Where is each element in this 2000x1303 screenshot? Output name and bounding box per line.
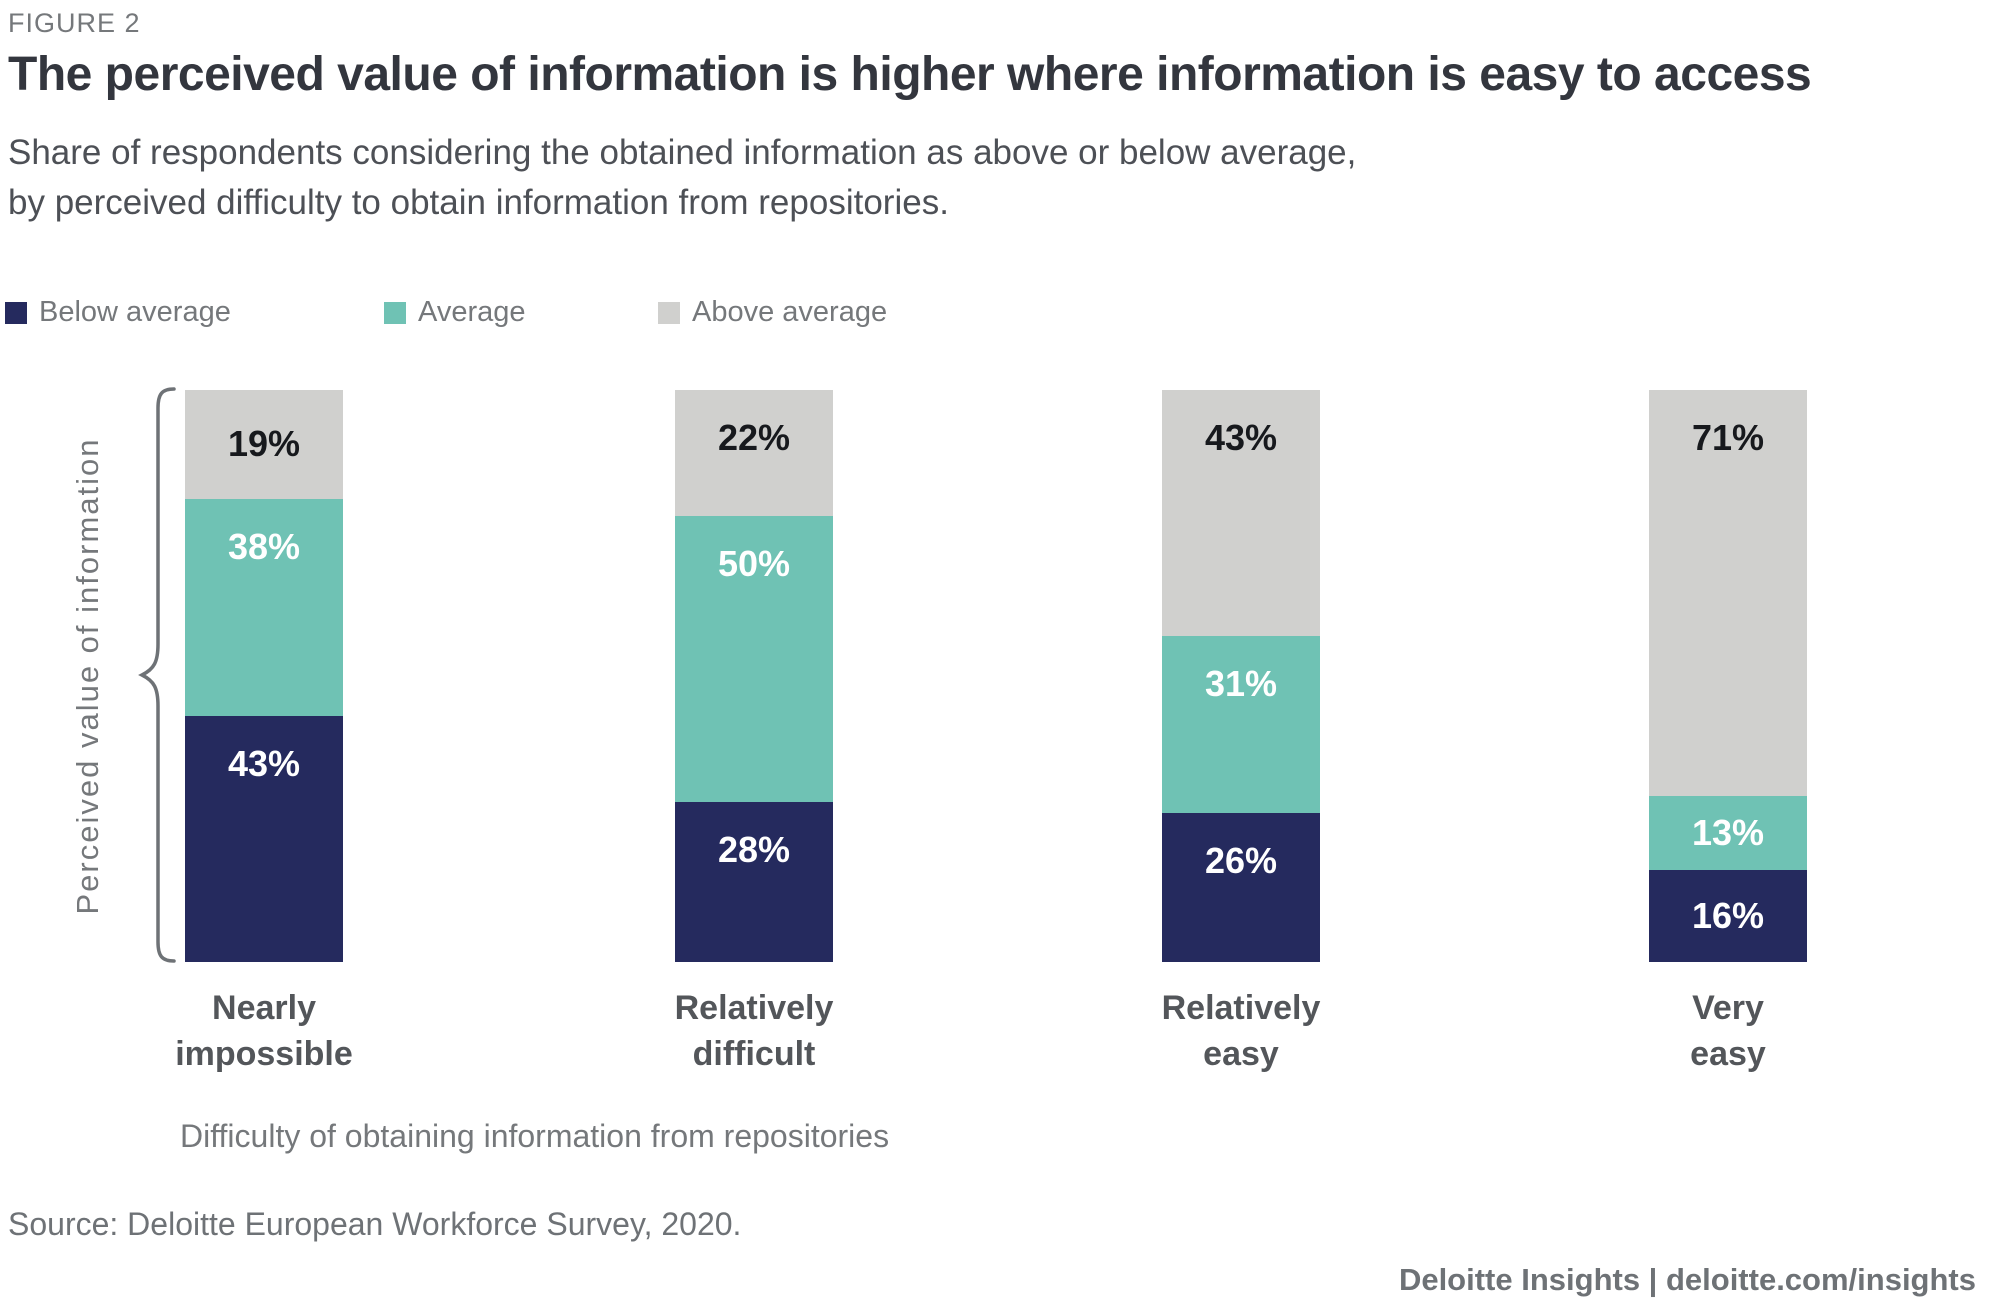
- deloitte-insights-credit: Deloitte Insights | deloitte.com/insight…: [1398, 1262, 1976, 1297]
- category-label-line: easy: [1690, 1035, 1766, 1073]
- segment-value-label: 43%: [227, 743, 301, 785]
- segment-value-label: 43%: [1204, 417, 1278, 458]
- chart-subtitle: Share of respondents considering the obt…: [8, 128, 1968, 228]
- segment-value-label: 31%: [1204, 662, 1278, 704]
- legend-item-average: Average: [384, 296, 526, 329]
- y-axis-label: Perceived value of information: [70, 437, 105, 915]
- x-axis-label: Difficulty of obtaining information from…: [180, 1118, 890, 1154]
- legend-label: Below average: [39, 296, 231, 328]
- bar-segment: 26%: [1162, 813, 1320, 962]
- bar-segment: 19%: [185, 390, 343, 499]
- category-label: Relatively easy: [1091, 985, 1391, 1077]
- bar-segment: 43%: [185, 716, 343, 962]
- category-label: Very easy: [1578, 985, 1878, 1077]
- legend-label: Average: [418, 296, 526, 328]
- chart-subtitle-line-1: Share of respondents considering the obt…: [8, 133, 1357, 172]
- legend-swatch-icon: [5, 301, 27, 324]
- bar-segment: 50%: [675, 515, 833, 802]
- segment-value-label: 38%: [227, 525, 301, 567]
- category-label-line: Nearly: [212, 989, 316, 1027]
- source-note: Source: Deloitte European Workforce Surv…: [8, 1206, 742, 1242]
- bar-segment: 31%: [1162, 635, 1320, 814]
- curly-brace: [138, 387, 176, 963]
- figure-label: FIGURE 2: [8, 8, 141, 38]
- bar-segment: 16%: [1649, 870, 1807, 962]
- legend-swatch-icon: [384, 301, 406, 324]
- category-label: Nearly impossible: [114, 985, 414, 1077]
- bar-segment: 43%: [1162, 390, 1320, 636]
- category-label-line: Relatively: [1161, 989, 1321, 1027]
- segment-value-label: 19%: [227, 423, 301, 465]
- legend-item-above-average: Above average: [658, 296, 887, 329]
- segment-value-label: 26%: [1204, 840, 1278, 882]
- category-label-line: Relatively: [674, 989, 834, 1027]
- segment-value-label: 13%: [1691, 812, 1765, 854]
- legend-label: Above average: [692, 296, 888, 328]
- bar-segment: 22%: [675, 390, 833, 516]
- category-label-line: easy: [1203, 1035, 1279, 1073]
- bar-segment: 13%: [1649, 796, 1807, 871]
- chart-title: The perceived value of information is hi…: [8, 48, 1812, 101]
- bar-segment: 38%: [185, 498, 343, 717]
- category-label: Relatively difficult: [604, 985, 904, 1077]
- segment-value-label: 28%: [717, 828, 791, 870]
- segment-value-label: 71%: [1691, 417, 1765, 458]
- segment-value-label: 50%: [717, 542, 791, 584]
- category-label-line: impossible: [175, 1035, 353, 1073]
- bar-segment: 28%: [675, 801, 833, 962]
- legend-item-below-average: Below average: [5, 296, 231, 329]
- category-label-line: Very: [1692, 989, 1764, 1027]
- segment-value-label: 16%: [1691, 895, 1765, 937]
- legend: Below average Average Above average: [0, 296, 2000, 330]
- legend-swatch-icon: [658, 301, 680, 324]
- segment-value-label: 22%: [717, 417, 791, 458]
- bar-segment: 71%: [1649, 390, 1807, 797]
- category-label-line: difficult: [692, 1035, 816, 1073]
- chart-subtitle-line-2: by perceived difficulty to obtain inform…: [8, 183, 949, 222]
